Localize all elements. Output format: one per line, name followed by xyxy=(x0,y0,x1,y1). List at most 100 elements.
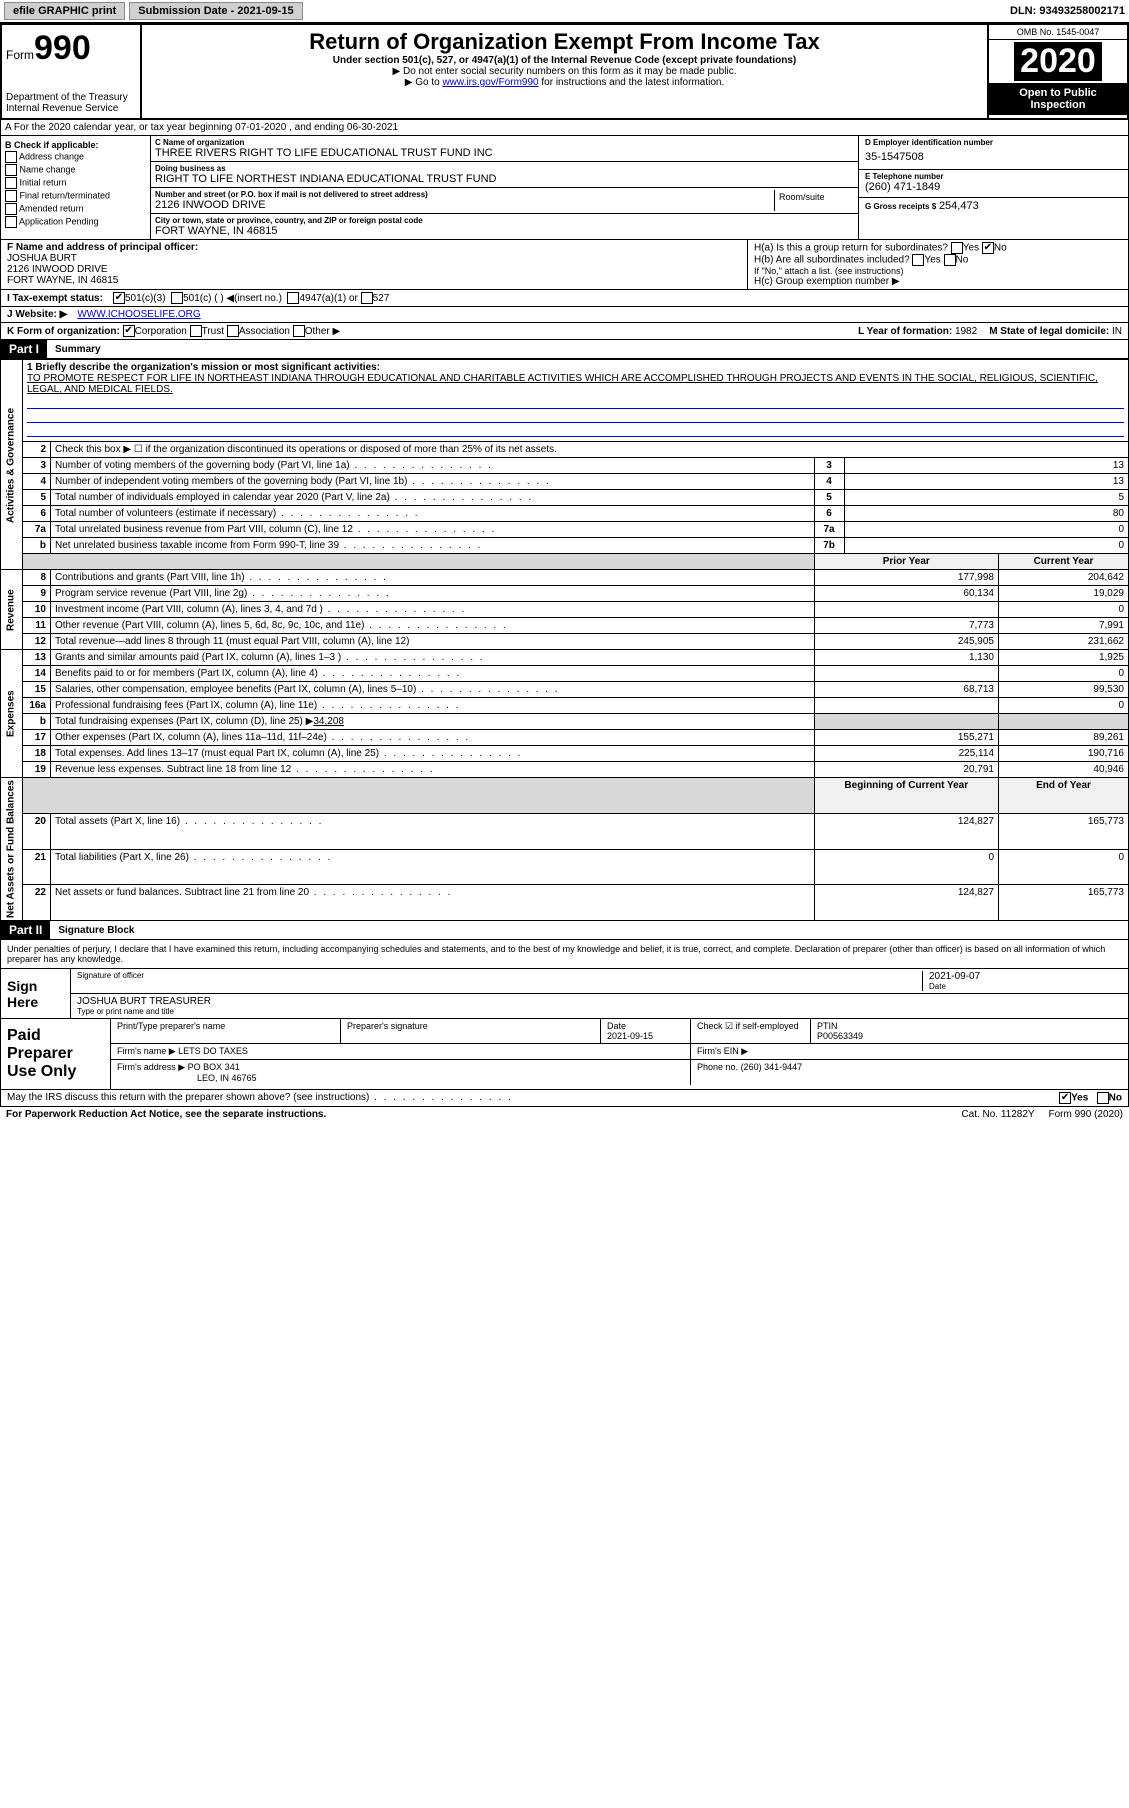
chk-527[interactable] xyxy=(361,292,373,304)
ha-yes[interactable] xyxy=(951,242,963,254)
ln: 3 xyxy=(23,458,51,474)
subtitle3: ▶ Go to www.irs.gov/Form990 for instruct… xyxy=(150,77,979,88)
chk-pending[interactable]: Application Pending xyxy=(5,216,146,228)
ptin-val: P00563349 xyxy=(817,1031,863,1041)
cat-no: Cat. No. 11282Y xyxy=(961,1109,1034,1120)
form-num-big: 990 xyxy=(34,29,91,67)
chk-address-change[interactable]: Address change xyxy=(5,151,146,163)
declaration: Under penalties of perjury, I declare th… xyxy=(1,940,1128,968)
l19c: 40,946 xyxy=(999,762,1129,778)
officer-name-title: JOSHUA BURT TREASURER xyxy=(77,996,211,1007)
h-a: H(a) Is this a group return for subordin… xyxy=(754,242,1122,254)
hb-no[interactable] xyxy=(944,254,956,266)
line17: Other expenses (Part IX, column (A), lin… xyxy=(51,730,815,746)
m-label: M State of legal domicile: xyxy=(989,326,1109,337)
prep-date-col: Date2021-09-15 xyxy=(601,1019,691,1043)
street-addr: 2126 INWOOD DRIVE xyxy=(155,199,774,211)
l19p: 20,791 xyxy=(814,762,998,778)
ln: 16a xyxy=(23,698,51,714)
ln: 14 xyxy=(23,666,51,682)
discuss-no[interactable] xyxy=(1097,1092,1109,1104)
city-label: City or town, state or province, country… xyxy=(155,216,854,225)
ln: 8 xyxy=(23,570,51,586)
firm-ein-cell: Firm's EIN ▶ xyxy=(691,1044,1128,1059)
l12p: 245,905 xyxy=(814,634,998,650)
omb-number: OMB No. 1545-0047 xyxy=(989,25,1127,40)
addr-label: Number and street (or P.O. box if mail i… xyxy=(155,190,774,199)
subtitle1: Under section 501(c), 527, or 4947(a)(1)… xyxy=(150,55,979,66)
ha-no[interactable] xyxy=(982,242,994,254)
m-val: IN xyxy=(1112,326,1122,337)
yes-label: Yes xyxy=(963,243,979,254)
ln: 4 xyxy=(23,474,51,490)
firm-addr1: PO BOX 341 xyxy=(188,1062,240,1072)
box-j: J Website: ▶ WWW.ICHOOSELIFE.ORG xyxy=(0,307,1129,323)
box-b: B Check if applicable: Address change Na… xyxy=(1,136,151,239)
phone-label: Phone no. xyxy=(697,1062,738,1072)
shade xyxy=(999,714,1129,730)
box-h: H(a) Is this a group return for subordin… xyxy=(748,240,1128,289)
chk-name-change[interactable]: Name change xyxy=(5,164,146,176)
box-i: I Tax-exempt status: 501(c)(3) 501(c) ( … xyxy=(0,290,1129,307)
l16b-text: Total fundraising expenses (Part IX, col… xyxy=(55,716,313,727)
line16a: Professional fundraising fees (Part IX, … xyxy=(51,698,815,714)
form-title: Return of Organization Exempt From Incom… xyxy=(150,29,979,55)
chk-corp[interactable] xyxy=(123,325,135,337)
discuss-text: May the IRS discuss this return with the… xyxy=(7,1092,513,1104)
prep-row3: Firm's address ▶ PO BOX 341 LEO, IN 4676… xyxy=(111,1060,1128,1085)
chk-amended[interactable]: Amended return xyxy=(5,203,146,215)
chk-final[interactable]: Final return/terminated xyxy=(5,190,146,202)
chk-label: Name change xyxy=(20,164,76,174)
hb-yes[interactable] xyxy=(912,254,924,266)
chk-other[interactable] xyxy=(293,325,305,337)
line15: Salaries, other compensation, employee b… xyxy=(51,682,815,698)
firm-addr2: LEO, IN 46765 xyxy=(197,1073,257,1083)
ln: 21 xyxy=(23,849,51,885)
ln: 2 xyxy=(23,442,51,458)
chk-initial[interactable]: Initial return xyxy=(5,177,146,189)
l12c: 231,662 xyxy=(999,634,1129,650)
prior-hdr: Prior Year xyxy=(814,554,998,570)
section-rev: Revenue xyxy=(1,570,23,650)
preparer-fields: Print/Type preparer's name Preparer's si… xyxy=(111,1019,1128,1089)
chk-label: Address change xyxy=(19,151,84,161)
l13c: 1,925 xyxy=(999,650,1129,666)
phone-cell: E Telephone number (260) 471-1849 xyxy=(859,170,1128,198)
name-title-label: Type or print name and title xyxy=(77,1007,211,1016)
chk-assoc[interactable] xyxy=(227,325,239,337)
line13: Grants and similar amounts paid (Part IX… xyxy=(51,650,815,666)
ln: 7a xyxy=(23,522,51,538)
l15c: 99,530 xyxy=(999,682,1129,698)
line6: Total number of volunteers (estimate if … xyxy=(51,506,815,522)
chk-trust[interactable] xyxy=(190,325,202,337)
discuss-yes[interactable] xyxy=(1059,1092,1071,1104)
chk-501c3[interactable] xyxy=(113,292,125,304)
chk-501c[interactable] xyxy=(171,292,183,304)
l9p: 60,134 xyxy=(814,586,998,602)
header-mid: Return of Organization Exempt From Incom… xyxy=(142,25,987,118)
fh-row: F Name and address of principal officer:… xyxy=(0,240,1129,290)
l18c: 190,716 xyxy=(999,746,1129,762)
preparer-block: Paid Preparer Use Only Print/Type prepar… xyxy=(0,1019,1129,1090)
section-ag: Activities & Governance xyxy=(1,360,23,570)
l17c: 89,261 xyxy=(999,730,1129,746)
row-a-tax-year: A For the 2020 calendar year, or tax yea… xyxy=(0,120,1129,136)
name-label: C Name of organization xyxy=(155,138,854,147)
l16b-val: 34,208 xyxy=(313,716,344,727)
chk-4947[interactable] xyxy=(287,292,299,304)
box-b-hdr: B Check if applicable: xyxy=(5,140,146,150)
opt-527: 527 xyxy=(373,293,390,304)
prep-date: 2021-09-15 xyxy=(607,1031,653,1041)
l8c: 204,642 xyxy=(999,570,1129,586)
subtitle2: ▶ Do not enter social security numbers o… xyxy=(150,66,979,77)
submission-date-button[interactable]: Submission Date - 2021-09-15 xyxy=(129,2,302,20)
line7b: Net unrelated business taxable income fr… xyxy=(51,538,815,554)
irs-link[interactable]: www.irs.gov/Form990 xyxy=(442,77,538,88)
website-link[interactable]: WWW.ICHOOSELIFE.ORG xyxy=(77,309,200,320)
efile-button[interactable]: efile GRAPHIC print xyxy=(4,2,125,20)
part1-title: Summary xyxy=(47,342,109,357)
ln: 5 xyxy=(23,490,51,506)
ln: 15 xyxy=(23,682,51,698)
l11p: 7,773 xyxy=(814,618,998,634)
info-grid: B Check if applicable: Address change Na… xyxy=(0,136,1129,240)
